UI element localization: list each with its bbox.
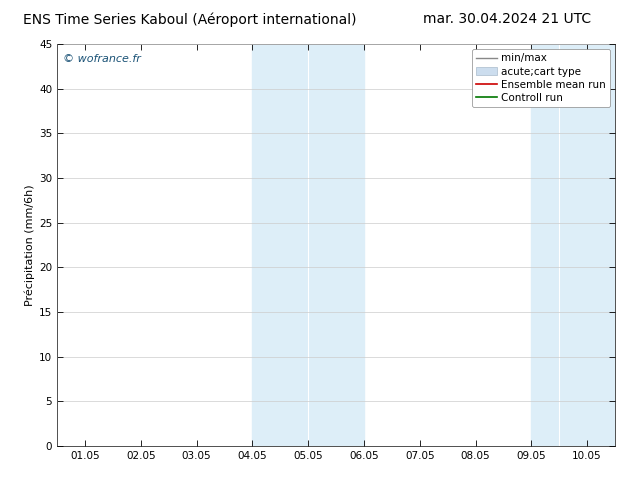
Bar — [252, 44, 364, 446]
Bar — [531, 44, 615, 446]
Legend: min/max, acute;cart type, Ensemble mean run, Controll run: min/max, acute;cart type, Ensemble mean … — [472, 49, 610, 107]
Text: © wofrance.fr: © wofrance.fr — [63, 54, 141, 64]
Y-axis label: Précipitation (mm/6h): Précipitation (mm/6h) — [24, 184, 35, 306]
Text: mar. 30.04.2024 21 UTC: mar. 30.04.2024 21 UTC — [423, 12, 592, 26]
Text: ENS Time Series Kaboul (Aéroport international): ENS Time Series Kaboul (Aéroport interna… — [23, 12, 357, 27]
